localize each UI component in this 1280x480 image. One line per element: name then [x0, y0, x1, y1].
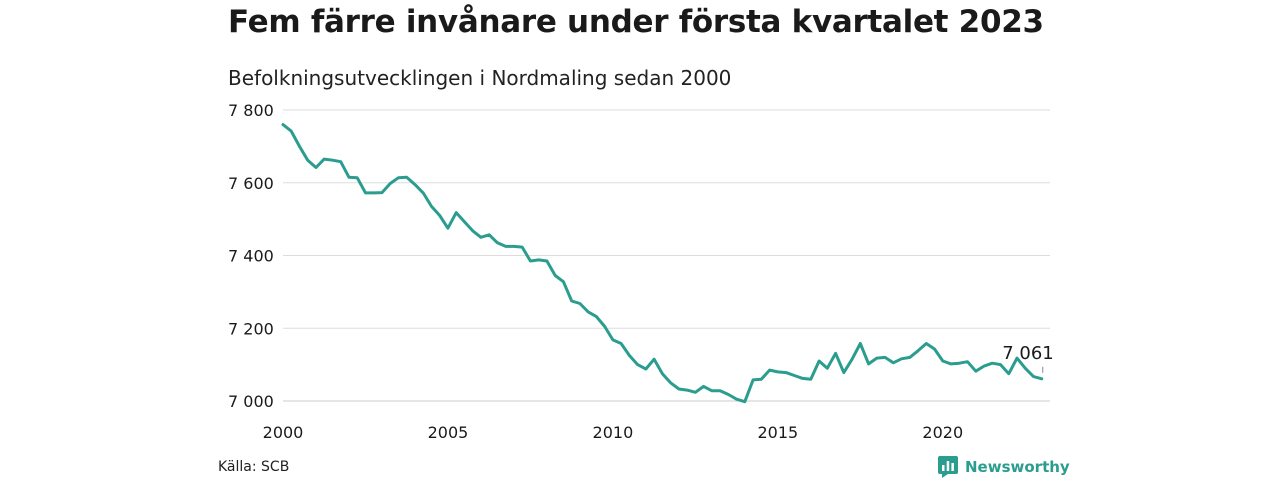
x-tick-label: 2015 — [757, 423, 798, 442]
x-tick-label: 2020 — [922, 423, 963, 442]
population-line — [281, 123, 1044, 404]
annotation-label: 7 061 — [1002, 343, 1054, 364]
y-tick-label: 7 600 — [228, 174, 274, 193]
newsworthy-logo: Newsworthy — [938, 456, 1070, 478]
x-tick-label: 2005 — [428, 423, 469, 442]
y-tick-label: 7 000 — [228, 392, 274, 411]
y-tick-label: 7 200 — [228, 319, 274, 338]
brand-label: Newsworthy — [965, 458, 1070, 476]
x-tick-label: 2010 — [593, 423, 634, 442]
x-tick-label: 2000 — [263, 423, 304, 442]
chart-title: Fem färre invånare under första kvartale… — [228, 4, 1044, 40]
y-tick-label: 7 800 — [228, 101, 274, 120]
source-note: Källa: SCB — [218, 459, 290, 475]
newsworthy-icon — [938, 456, 958, 478]
chart-subtitle: Befolkningsutvecklingen i Nordmaling sed… — [228, 66, 732, 90]
y-tick-label: 7 400 — [228, 247, 274, 266]
